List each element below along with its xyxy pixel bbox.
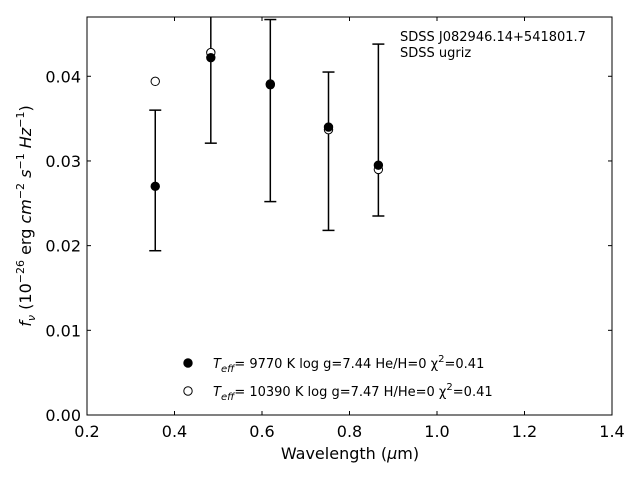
legend-2-t: T — [213, 385, 222, 400]
legend-1-t: T — [213, 357, 222, 372]
legend-2-end: =0.41 — [453, 385, 493, 400]
x-tick-label: 0.2 — [74, 422, 99, 441]
legend-1-sup: 2 — [438, 354, 444, 365]
legend-entry-1: Teff= 9770 K log g=7.44 He/H=0 χ2=0.41 — [213, 354, 484, 375]
y-tick-label: 0.02 — [45, 237, 81, 256]
y-axis-label: fν (10−26 erg cm−2 s−1 Hz−1) — [14, 105, 38, 326]
data-markers — [150, 47, 384, 192]
legend-marker-open — [183, 386, 193, 396]
y-tick-labels: 0.00 0.01 0.02 0.03 0.04 — [45, 67, 81, 425]
x-tick-label: 1.4 — [599, 422, 624, 441]
open-point — [150, 76, 160, 87]
filled-point — [323, 122, 334, 132]
legend-2-sup: 2 — [446, 382, 452, 393]
error-bars — [149, 17, 385, 252]
x-axis-label: Wavelength (μm) — [281, 444, 419, 463]
y-tick-label: 0.04 — [45, 67, 81, 86]
legend-1-eff: eff — [221, 364, 236, 375]
x-tick-label: 1.2 — [512, 422, 537, 441]
x-tick-label: 0.4 — [162, 422, 187, 441]
y-tick-label: 0.03 — [45, 152, 81, 171]
filled-point — [206, 52, 216, 63]
legend-marker-filled — [183, 358, 193, 368]
annotation-survey: SDSS ugriz — [400, 46, 471, 61]
legend-2-eff: eff — [221, 392, 236, 403]
legend-1-mid: = 9770 K log g=7.44 He/H=0 χ — [234, 357, 438, 372]
filled-point — [373, 160, 384, 170]
legend-1-end: =0.41 — [445, 357, 485, 372]
filled-point — [265, 80, 276, 90]
legend-2-mid: = 10390 K log g=7.47 H/He=0 χ — [234, 385, 447, 400]
plot-area-frame — [86, 16, 613, 416]
y-tick-label: 0.00 — [45, 406, 81, 425]
y-tick-label: 0.01 — [45, 321, 81, 340]
annotation-object-name: SDSS J082946.14+541801.7 — [400, 30, 586, 45]
axis-ticks — [86, 17, 613, 416]
legend: Teff= 9770 K log g=7.44 He/H=0 χ2=0.41 T… — [183, 354, 493, 403]
filled-point — [150, 181, 160, 192]
legend-entry-2: Teff= 10390 K log g=7.47 H/He=0 χ2=0.41 — [213, 382, 493, 403]
x-tick-label: 1.0 — [424, 422, 449, 441]
x-tick-label: 0.6 — [249, 422, 274, 441]
x-tick-labels: 0.2 0.4 0.6 0.8 1.0 1.2 1.4 — [74, 422, 624, 441]
x-tick-label: 0.8 — [337, 422, 362, 441]
